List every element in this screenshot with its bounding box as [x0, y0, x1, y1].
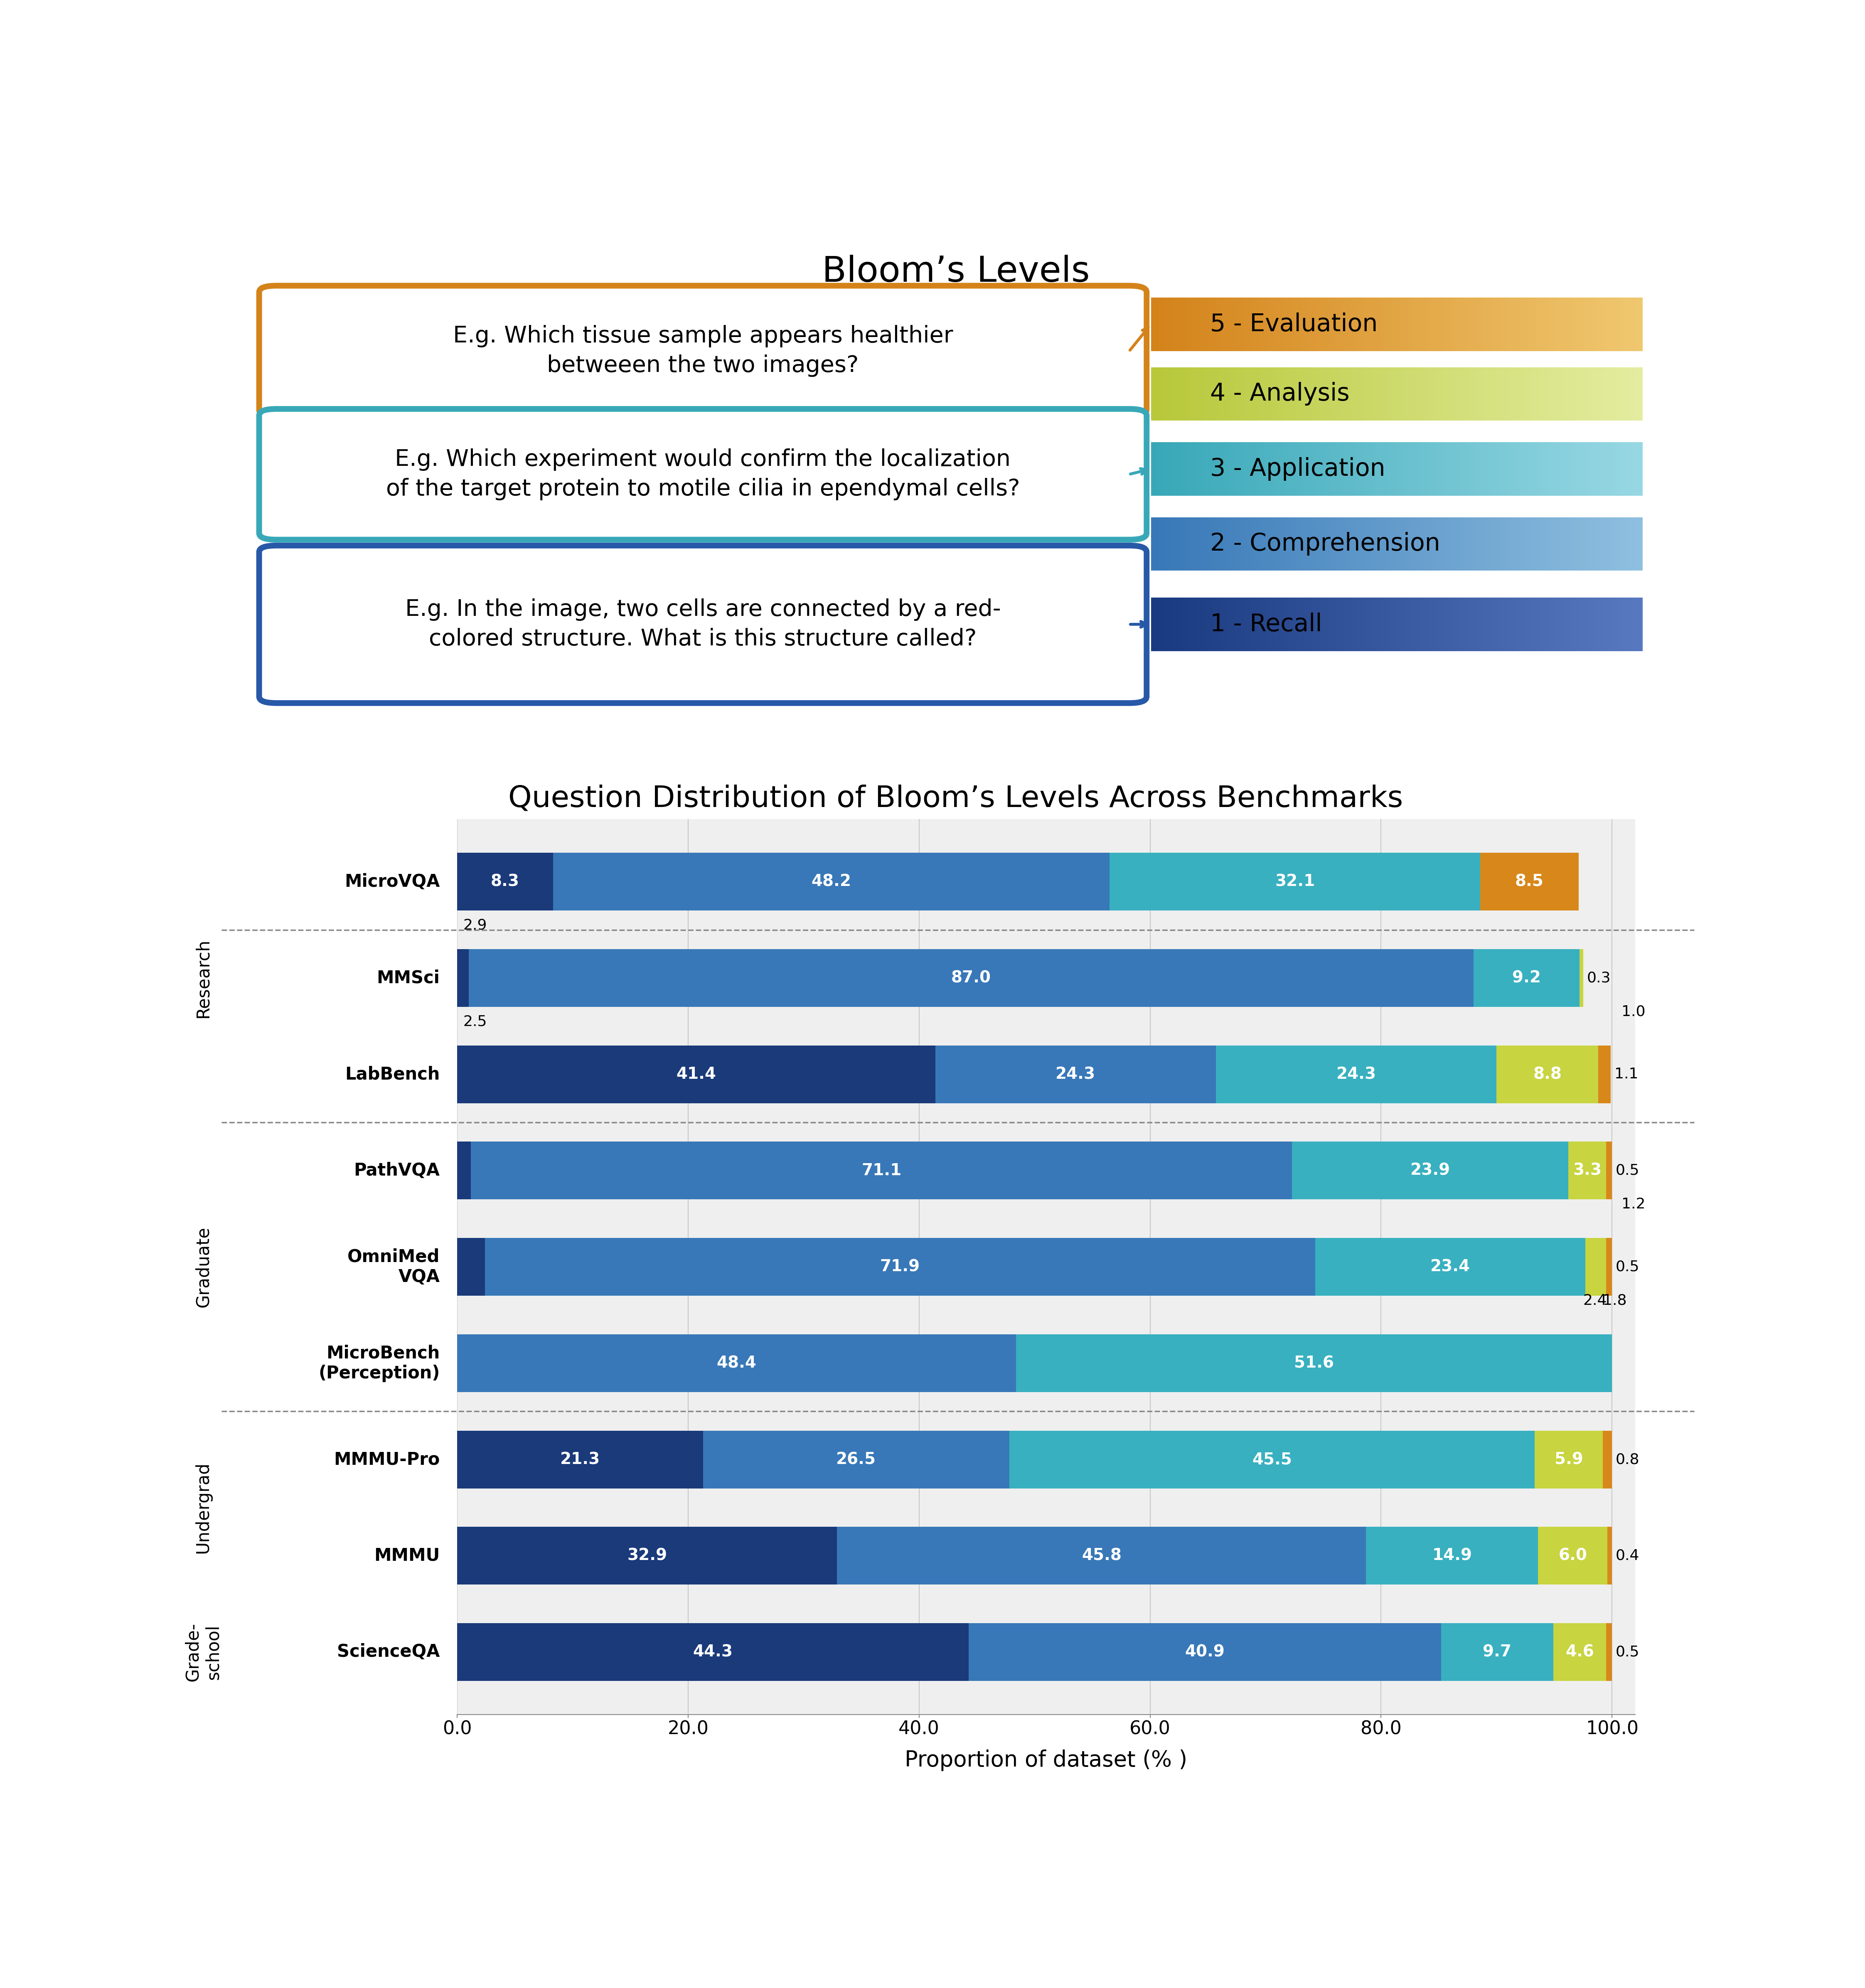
FancyBboxPatch shape — [259, 410, 1147, 539]
Text: Question Distribution of Bloom’s Levels Across Benchmarks: Question Distribution of Bloom’s Levels … — [509, 785, 1402, 813]
Text: E.g. In the image, two cells are connected by a red-
colored structure. What is : E.g. In the image, two cells are connect… — [405, 598, 1002, 650]
FancyBboxPatch shape — [259, 286, 1147, 415]
Text: E.g. Which experiment would confirm the localization
of the target protein to mo: E.g. Which experiment would confirm the … — [386, 449, 1020, 501]
Text: Bloom’s Levels: Bloom’s Levels — [822, 254, 1089, 288]
FancyBboxPatch shape — [259, 545, 1147, 704]
Text: E.g. Which tissue sample appears healthier
betweeen the two images?: E.g. Which tissue sample appears healthi… — [453, 326, 953, 378]
